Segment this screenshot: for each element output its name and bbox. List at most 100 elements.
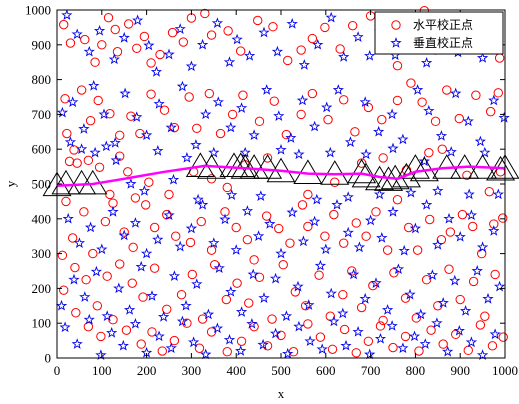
horizontal-correction-point xyxy=(388,342,398,353)
horizontal-correction-point xyxy=(457,209,468,220)
horizontal-correction-point xyxy=(493,88,503,98)
horizontal-correction-point xyxy=(377,114,387,125)
vertical-correction-point xyxy=(285,132,297,143)
vertical-correction-point xyxy=(59,321,71,333)
vertical-correction-point xyxy=(321,101,333,113)
vertical-correction-point xyxy=(373,125,385,137)
vertical-correction-point xyxy=(90,265,103,277)
horizontal-correction-point xyxy=(197,314,208,324)
horizontal-correction-point xyxy=(215,128,226,139)
path-triangle-marker xyxy=(400,154,430,179)
horizontal-correction-point xyxy=(235,46,246,56)
horizontal-correction-point xyxy=(339,95,349,105)
vertical-correction-point xyxy=(223,56,236,67)
horizontal-correction-point xyxy=(206,174,217,184)
vertical-correction-point xyxy=(397,342,409,354)
vertical-correction-point xyxy=(110,154,122,166)
x-tick-label: 1000 xyxy=(492,363,518,378)
horizontal-correction-point xyxy=(138,292,148,302)
vertical-correction-point xyxy=(185,60,198,72)
horizontal-correction-point xyxy=(406,78,416,88)
vertical-correction-point xyxy=(420,56,433,68)
horizontal-correction-point xyxy=(147,327,157,337)
y-tick-label: 400 xyxy=(32,211,52,226)
horizontal-correction-point xyxy=(105,109,115,119)
horizontal-correction-point xyxy=(378,315,388,326)
horizontal-correction-point xyxy=(61,196,71,207)
vertical-correction-point xyxy=(337,307,349,319)
vertical-correction-point xyxy=(79,291,91,302)
horizontal-correction-point xyxy=(484,186,495,197)
vertical-correction-point xyxy=(241,205,254,216)
vertical-correction-point xyxy=(258,292,270,303)
vertical-correction-point xyxy=(415,308,427,320)
horizontal-correction-point xyxy=(83,321,94,332)
vertical-correction-point xyxy=(332,84,344,95)
vertical-correction-point xyxy=(213,262,225,273)
horizontal-correction-point xyxy=(274,223,284,234)
horizontal-correction-point xyxy=(303,189,313,200)
vertical-correction-point xyxy=(181,151,193,163)
horizontal-correction-point xyxy=(283,55,293,66)
horizontal-correction-point xyxy=(119,227,129,237)
horizontal-correction-point xyxy=(139,31,150,42)
horizontal-correction-point xyxy=(303,221,313,232)
horizontal-correction-point xyxy=(329,209,339,220)
horizontal-correction-point xyxy=(128,242,138,253)
horizontal-correction-point xyxy=(262,341,273,351)
vertical-correction-point xyxy=(325,287,337,299)
vertical-correction-point xyxy=(225,285,237,297)
vertical-correction-point xyxy=(412,84,424,95)
vertical-correction-point xyxy=(492,188,504,200)
vertical-correction-point xyxy=(471,265,483,276)
legend-circle-marker xyxy=(391,20,401,30)
horizontal-correction-point xyxy=(323,114,333,125)
vertical-correction-point xyxy=(420,198,433,210)
vertical-correction-point xyxy=(312,38,324,50)
horizontal-correction-point xyxy=(382,245,393,255)
vertical-correction-point xyxy=(275,247,287,259)
horizontal-correction-point xyxy=(335,44,345,54)
vertical-correction-point xyxy=(252,230,265,241)
vertical-correction-point xyxy=(328,315,340,327)
horizontal-correction-point xyxy=(363,102,374,113)
vertical-correction-point xyxy=(118,31,130,43)
vertical-correction-point xyxy=(386,320,398,331)
horizontal-correction-point xyxy=(281,129,292,140)
vertical-correction-point xyxy=(498,111,510,123)
horizontal-correction-point xyxy=(297,200,308,210)
legend-label-vertical: 垂直校正点 xyxy=(413,35,473,50)
y-tick-label: 700 xyxy=(32,107,52,122)
horizontal-correction-point xyxy=(123,167,133,177)
plot-frame xyxy=(56,9,506,359)
vertical-correction-point xyxy=(223,333,236,345)
vertical-correction-point xyxy=(244,50,256,61)
horizontal-correction-point xyxy=(136,339,146,349)
vertical-correction-point xyxy=(168,270,181,281)
horizontal-correction-point xyxy=(400,293,411,303)
vertical-correction-point xyxy=(89,146,101,158)
vertical-correction-point xyxy=(445,146,457,157)
vertical-correction-point xyxy=(269,272,282,284)
vertical-correction-point xyxy=(465,209,478,221)
y-tick-label: 800 xyxy=(32,72,52,87)
vertical-correction-point xyxy=(419,338,431,349)
horizontal-correction-point xyxy=(65,38,76,48)
legend-item-vertical: 垂直校正点 xyxy=(390,35,473,50)
horizontal-correction-point xyxy=(278,260,288,270)
horizontal-correction-point xyxy=(185,237,196,248)
horizontal-correction-point xyxy=(498,332,508,342)
y-axis-label: y xyxy=(3,180,18,187)
horizontal-correction-point xyxy=(132,43,142,53)
horizontal-correction-point xyxy=(437,144,447,154)
horizontal-correction-point xyxy=(206,245,217,255)
horizontal-correction-point xyxy=(444,264,454,274)
legend-star xyxy=(390,37,402,48)
horizontal-correction-point xyxy=(480,311,490,321)
vertical-correction-point xyxy=(476,349,489,360)
path-triangle-marker xyxy=(51,169,81,195)
horizontal-correction-point xyxy=(296,45,306,55)
horizontal-correction-point xyxy=(356,302,367,313)
vertical-correction-point xyxy=(360,148,372,160)
